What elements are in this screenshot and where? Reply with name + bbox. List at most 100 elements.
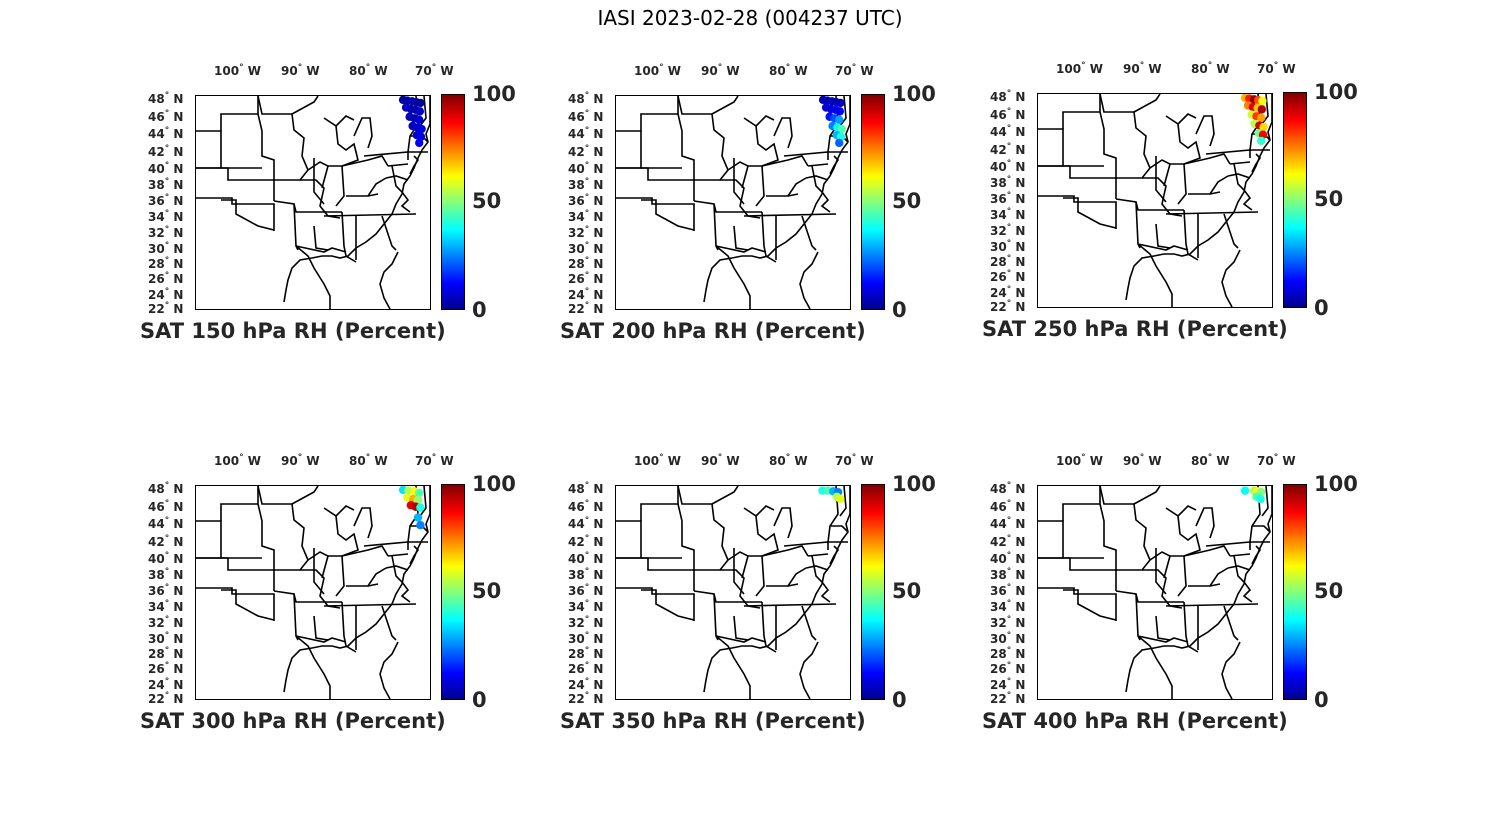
degree-sign: ° (1006, 661, 1012, 671)
panel-title: SAT 200 hPa RH (Percent) (560, 319, 866, 343)
lat-deg: 46 (568, 500, 585, 514)
state-boundary (641, 589, 695, 621)
map-area (1037, 485, 1273, 700)
degree-sign: ° (1006, 285, 1012, 295)
lon-tick-label: 90° W (281, 63, 320, 78)
state-boundary (1149, 159, 1171, 187)
lon-hemi: W (247, 64, 261, 78)
degree-sign: ° (1139, 61, 1145, 71)
lat-hemi: N (1015, 632, 1026, 646)
degree-sign: ° (584, 126, 590, 136)
state-boundary (715, 245, 751, 309)
state-boundary (328, 555, 345, 597)
degree-sign: ° (584, 567, 590, 577)
state-boundary (385, 565, 409, 571)
degree-sign: ° (584, 615, 590, 625)
lat-tick-label: 24° N (148, 287, 183, 302)
state-boundary (313, 548, 325, 595)
coastline (1125, 94, 1272, 301)
state-boundary (1227, 565, 1251, 571)
lat-deg: 46 (148, 500, 165, 514)
state-boundary (341, 155, 389, 167)
lon-tick-label: 70° W (835, 63, 874, 78)
rh-observation-point (415, 488, 424, 498)
degree-sign: ° (1006, 534, 1012, 544)
state-boundary (829, 545, 840, 565)
lat-hemi: N (1015, 286, 1026, 300)
lat-hemi: N (173, 302, 184, 316)
lat-deg: 36 (568, 584, 585, 598)
colorbar-tick-label: 50 (472, 189, 502, 213)
degree-sign: ° (164, 691, 170, 701)
lat-tick-label: 48° N (990, 481, 1025, 496)
state-boundary (811, 555, 831, 603)
state-boundary (1155, 156, 1167, 203)
lat-tick-label: 26° N (568, 271, 603, 286)
lat-deg: 24 (990, 286, 1007, 300)
degree-sign: ° (365, 453, 371, 463)
state-boundary (1188, 175, 1229, 195)
degree-sign: ° (1006, 299, 1012, 309)
degree-sign: ° (584, 301, 590, 311)
lat-tick-label: 24° N (990, 677, 1025, 692)
lat-tick-label: 32° N (568, 615, 603, 630)
state-boundary (328, 165, 345, 207)
degree-sign: ° (1006, 89, 1012, 99)
degree-sign: ° (164, 646, 170, 656)
lat-tick-label: 48° N (990, 89, 1025, 104)
lat-tick-label: 36° N (568, 583, 603, 598)
lat-deg: 40 (148, 552, 165, 566)
state-boundary (743, 507, 779, 557)
lat-deg: 34 (148, 600, 165, 614)
lat-hemi: N (593, 288, 604, 302)
state-boundary (1115, 198, 1184, 211)
lon-hemi: W (1282, 62, 1296, 76)
colorbar-tick-label: 50 (892, 189, 922, 213)
state-boundary (1133, 486, 1161, 505)
lat-tick-label: 42° N (990, 534, 1025, 549)
lat-hemi: N (173, 257, 184, 271)
lat-hemi: N (1015, 500, 1026, 514)
lat-tick-label: 34° N (990, 207, 1025, 222)
lat-deg: 22 (148, 692, 165, 706)
lat-tick-label: 36° N (148, 583, 183, 598)
lat-deg: 28 (568, 647, 585, 661)
rh-observation-point (836, 98, 845, 108)
coastline (703, 486, 850, 693)
lat-tick-label: 30° N (148, 241, 183, 256)
state-boundary (419, 486, 427, 517)
lat-hemi: N (173, 568, 184, 582)
state-boundary (1063, 197, 1117, 229)
lat-tick-label: 38° N (568, 177, 603, 192)
state-boundary (616, 130, 642, 169)
degree-sign: ° (164, 677, 170, 687)
degree-sign: ° (785, 453, 791, 463)
lon-deg: 80 (1191, 62, 1208, 76)
state-boundary (1165, 115, 1201, 165)
lat-hemi: N (593, 500, 604, 514)
lat-tick-label: 24° N (148, 677, 183, 692)
state-boundary (801, 215, 817, 251)
colorbar-tick-label: 0 (892, 688, 907, 712)
lon-hemi: W (794, 64, 808, 78)
degree-sign: ° (584, 144, 590, 154)
degree-sign: ° (584, 241, 590, 251)
lat-deg: 40 (568, 162, 585, 176)
state-boundary (1233, 163, 1253, 211)
degree-sign: ° (1207, 61, 1213, 71)
degree-sign: ° (584, 193, 590, 203)
state-boundary (196, 167, 275, 201)
degree-sign: ° (431, 453, 437, 463)
lat-hemi: N (593, 662, 604, 676)
lat-hemi: N (173, 600, 184, 614)
state-boundary (1099, 503, 1117, 570)
lat-deg: 32 (148, 226, 165, 240)
state-boundary (755, 505, 775, 517)
lat-hemi: N (173, 616, 184, 630)
lat-hemi: N (593, 257, 604, 271)
lat-hemi: N (1015, 600, 1026, 614)
lat-tick-label: 40° N (148, 551, 183, 566)
degree-sign: ° (164, 551, 170, 561)
state-boundary (196, 520, 222, 559)
lat-deg: 30 (990, 240, 1007, 254)
